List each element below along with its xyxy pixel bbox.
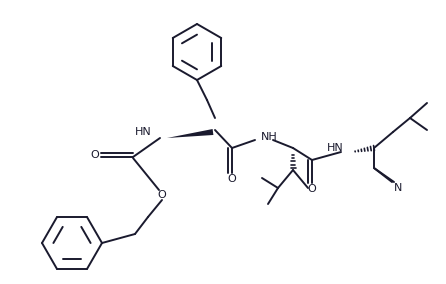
Text: NH: NH — [261, 132, 278, 142]
Text: O: O — [227, 174, 236, 184]
Text: O: O — [308, 184, 316, 194]
Text: HN: HN — [327, 143, 344, 153]
Text: N: N — [394, 183, 402, 193]
Text: HN: HN — [135, 127, 152, 137]
Polygon shape — [167, 129, 213, 138]
Text: O: O — [91, 150, 99, 160]
Text: O: O — [157, 190, 166, 200]
